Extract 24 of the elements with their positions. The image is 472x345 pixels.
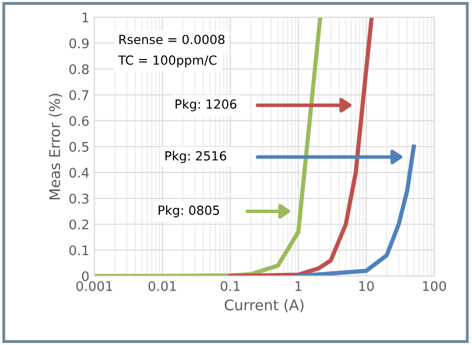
x-tick-label: 10 bbox=[359, 281, 374, 292]
y-tick-label: 0.4 bbox=[69, 168, 89, 178]
y-tick-label: 0.6 bbox=[69, 116, 89, 126]
x-tick-label: 1 bbox=[296, 281, 302, 291]
x-tick-label: 100 bbox=[423, 281, 446, 292]
annotation: Rsense = 0.0008 bbox=[119, 34, 225, 44]
y-tick-label: 0.9 bbox=[69, 38, 89, 48]
x-tick-label: 0.01 bbox=[148, 281, 176, 292]
annotation: Pkg: 1206 bbox=[176, 99, 236, 112]
y-tick-label: 0 bbox=[82, 271, 89, 282]
x-tick-label: 0.1 bbox=[220, 281, 240, 292]
y-tick-label: 0.2 bbox=[69, 219, 88, 230]
y-tick-label: 0.7 bbox=[69, 90, 88, 100]
x-axis-title: Current (A) bbox=[224, 299, 304, 312]
y-axis-title: Meas Error (%) bbox=[48, 94, 62, 200]
y-tick-label: 0.5 bbox=[69, 142, 88, 152]
y-tick-label: 0.3 bbox=[69, 194, 88, 204]
x-tick-label: 0.001 bbox=[76, 281, 112, 292]
annotation: TC = 100ppm/C bbox=[118, 55, 216, 68]
y-tick-label: 0.8 bbox=[69, 64, 89, 74]
y-tick-label: 0.1 bbox=[69, 245, 88, 256]
annotation: Pkg: 0805 bbox=[158, 205, 220, 218]
annotation: Pkg: 2516 bbox=[165, 150, 226, 164]
y-tick-label: 1 bbox=[82, 12, 88, 22]
